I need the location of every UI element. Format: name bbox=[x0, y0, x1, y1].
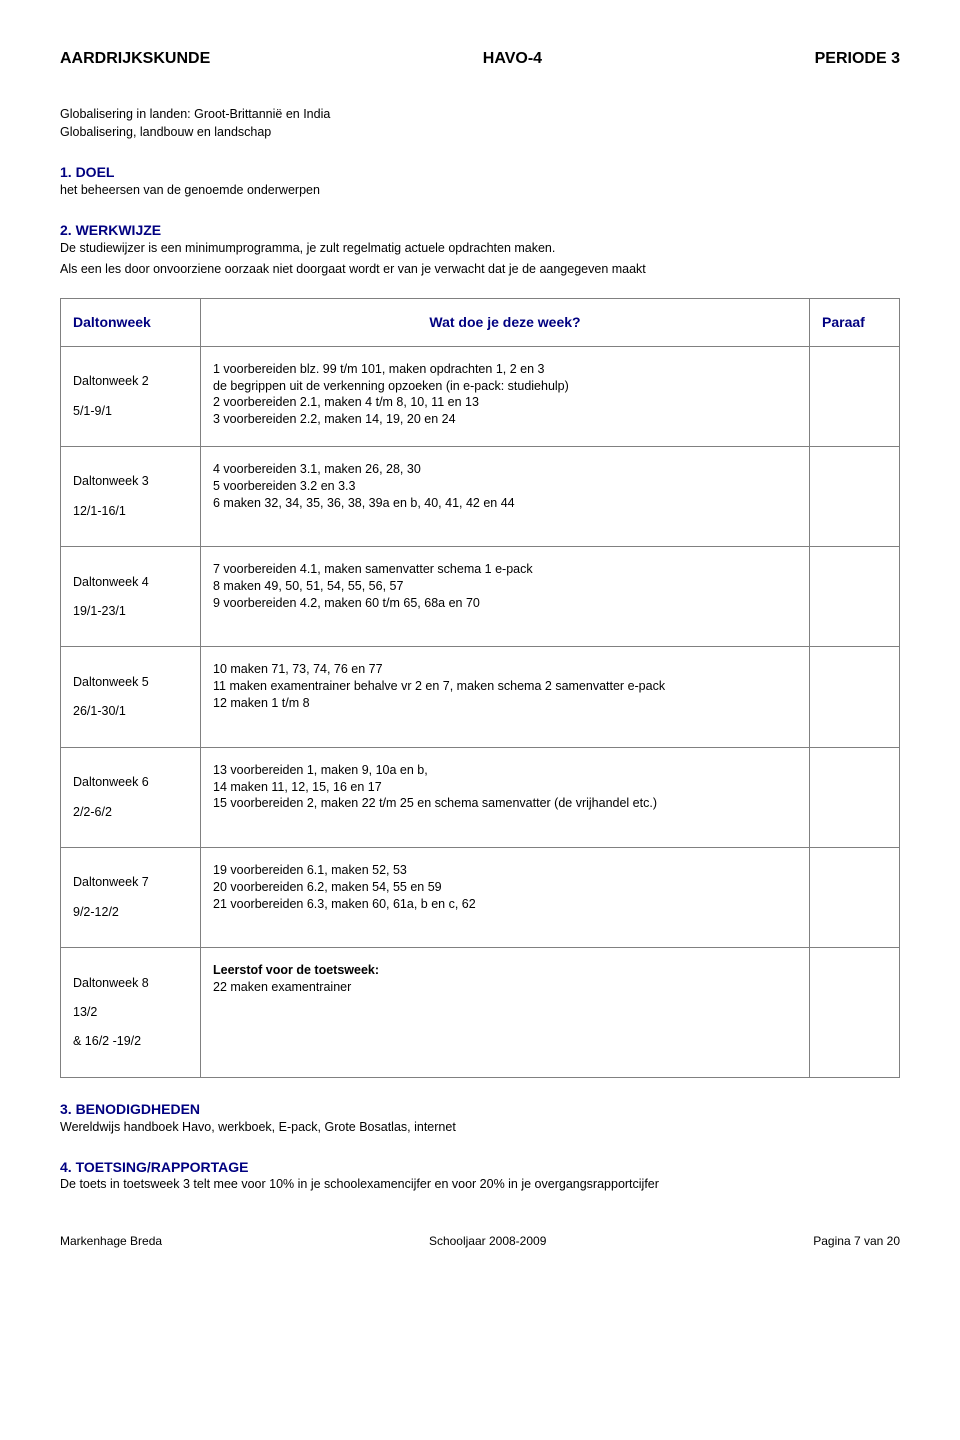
table-row: Daltonweek 526/1-30/110 maken 71, 73, 74… bbox=[61, 647, 900, 747]
footer-center: Schooljaar 2008-2009 bbox=[429, 1233, 546, 1249]
week-cell: Daltonweek 312/1-16/1 bbox=[61, 446, 201, 546]
content-cell: 1 voorbereiden blz. 99 t/m 101, maken op… bbox=[201, 346, 810, 446]
content-cell: 13 voorbereiden 1, maken 9, 10a en b,14 … bbox=[201, 747, 810, 847]
week-cell: Daltonweek 25/1-9/1 bbox=[61, 346, 201, 446]
section-werkwijze-head: 2. WERKWIJZE bbox=[60, 221, 900, 240]
col-paraaf: Paraaf bbox=[810, 298, 900, 346]
intro-block: Globalisering in landen: Groot-Brittanni… bbox=[60, 106, 900, 142]
paraaf-cell bbox=[810, 948, 900, 1078]
table-row: Daltonweek 312/1-16/14 voorbereiden 3.1,… bbox=[61, 446, 900, 546]
col-daltonweek: Daltonweek bbox=[61, 298, 201, 346]
table-row: Daltonweek 813/2& 16/2 -19/2Leerstof voo… bbox=[61, 948, 900, 1078]
week-cell: Daltonweek 419/1-23/1 bbox=[61, 547, 201, 647]
intro-line: Globalisering in landen: Groot-Brittanni… bbox=[60, 106, 900, 123]
footer-right: Pagina 7 van 20 bbox=[813, 1233, 900, 1249]
section-doel-head: 1. DOEL bbox=[60, 163, 900, 182]
page-header: AARDRIJKSKUNDE HAVO-4 PERIODE 3 bbox=[60, 48, 900, 70]
header-subject: AARDRIJKSKUNDE bbox=[60, 48, 210, 70]
week-cell: Daltonweek 79/2-12/2 bbox=[61, 847, 201, 947]
table-row: Daltonweek 79/2-12/219 voorbereiden 6.1,… bbox=[61, 847, 900, 947]
section-doel-body: het beheersen van de genoemde onderwerpe… bbox=[60, 182, 900, 199]
content-cell: 4 voorbereiden 3.1, maken 26, 28, 305 vo… bbox=[201, 446, 810, 546]
week-cell: Daltonweek 62/2-6/2 bbox=[61, 747, 201, 847]
content-cell: 7 voorbereiden 4.1, maken samenvatter sc… bbox=[201, 547, 810, 647]
header-period: PERIODE 3 bbox=[815, 48, 900, 70]
table-row: Daltonweek 25/1-9/11 voorbereiden blz. 9… bbox=[61, 346, 900, 446]
section-toetsing-body: De toets in toetsweek 3 telt mee voor 10… bbox=[60, 1176, 900, 1193]
page-footer: Markenhage Breda Schooljaar 2008-2009 Pa… bbox=[60, 1233, 900, 1249]
content-cell: 10 maken 71, 73, 74, 76 en 7711 maken ex… bbox=[201, 647, 810, 747]
content-cell: Leerstof voor de toetsweek:22 maken exam… bbox=[201, 948, 810, 1078]
header-level: HAVO-4 bbox=[483, 48, 542, 70]
intro-line: Globalisering, landbouw en landschap bbox=[60, 124, 900, 141]
paraaf-cell bbox=[810, 346, 900, 446]
col-content: Wat doe je deze week? bbox=[201, 298, 810, 346]
footer-left: Markenhage Breda bbox=[60, 1233, 162, 1249]
section-toetsing-head: 4. TOETSING/RAPPORTAGE bbox=[60, 1158, 900, 1177]
section-benodigdheden-body: Wereldwijs handboek Havo, werkboek, E-pa… bbox=[60, 1119, 900, 1136]
paraaf-cell bbox=[810, 446, 900, 546]
content-cell: 19 voorbereiden 6.1, maken 52, 5320 voor… bbox=[201, 847, 810, 947]
table-row: Daltonweek 62/2-6/213 voorbereiden 1, ma… bbox=[61, 747, 900, 847]
paraaf-cell bbox=[810, 747, 900, 847]
paraaf-cell bbox=[810, 547, 900, 647]
section-werkwijze-body: De studiewijzer is een minimumprogramma,… bbox=[60, 240, 900, 257]
paraaf-cell bbox=[810, 647, 900, 747]
section-werkwijze-body: Als een les door onvoorziene oorzaak nie… bbox=[60, 261, 900, 278]
schedule-table: Daltonweek Wat doe je deze week? Paraaf … bbox=[60, 298, 900, 1078]
paraaf-cell bbox=[810, 847, 900, 947]
section-benodigdheden-head: 3. BENODIGDHEDEN bbox=[60, 1100, 900, 1119]
week-cell: Daltonweek 813/2& 16/2 -19/2 bbox=[61, 948, 201, 1078]
week-cell: Daltonweek 526/1-30/1 bbox=[61, 647, 201, 747]
table-row: Daltonweek 419/1-23/17 voorbereiden 4.1,… bbox=[61, 547, 900, 647]
